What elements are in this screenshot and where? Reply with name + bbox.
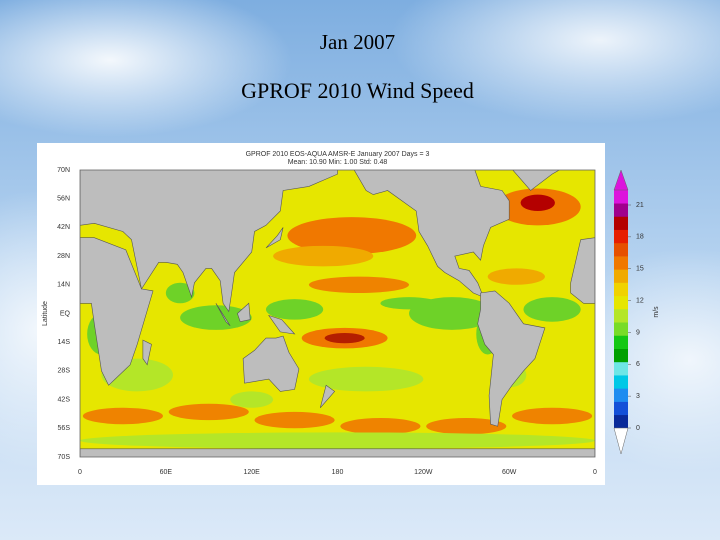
land [477, 290, 546, 427]
colorbar-top-arrow [613, 169, 629, 191]
lat-label: 28S [58, 368, 71, 375]
wind-region [82, 407, 163, 425]
colorbar-tick-label: 6 [636, 361, 640, 368]
colorbar-tick-label: 21 [636, 202, 644, 209]
land [80, 237, 154, 386]
colorbar-swatch [614, 375, 628, 389]
wind-region [287, 217, 417, 255]
wind-region [308, 366, 424, 392]
lat-label: 56S [58, 425, 71, 432]
lat-label: 28N [57, 253, 70, 260]
land [142, 339, 152, 366]
wind-region [180, 305, 252, 330]
land [80, 170, 338, 313]
lat-label: 14N [57, 282, 70, 289]
wind-region [426, 418, 507, 435]
lat-label: 42N [57, 224, 70, 231]
wind-region [520, 194, 555, 211]
colorbar-swatch [614, 203, 628, 217]
colorbar-tick-label: 18 [636, 234, 644, 241]
wind-region [254, 411, 335, 429]
colorbar-bottom-arrow [613, 427, 629, 455]
colorbar-swatch [614, 388, 628, 402]
colorbar-swatch [614, 401, 628, 416]
wind-region [324, 332, 365, 344]
wind-region [165, 282, 195, 304]
colorbar-swatch [614, 242, 628, 257]
wind-region [168, 403, 249, 421]
colorbar-tick-label: 12 [636, 297, 644, 304]
colorbar-swatch [614, 309, 628, 323]
lat-label: 42S [58, 396, 71, 403]
lat-label: 70N [57, 167, 70, 174]
lon-label: 0 [78, 469, 82, 476]
wind-field [80, 170, 595, 457]
lon-label: 120W [414, 469, 433, 476]
colorbar-swatch [614, 269, 628, 283]
colorbar-unit: m/s [653, 306, 660, 318]
y-axis-label: Latitude [42, 301, 49, 326]
lon-label: 60W [502, 469, 517, 476]
colorbar-swatch [614, 216, 628, 230]
land [570, 237, 595, 304]
lon-label: 60E [160, 469, 173, 476]
land [80, 448, 595, 457]
lat-label: 14S [58, 339, 71, 346]
colorbar-swatch [614, 348, 628, 363]
map-frame [79, 169, 596, 458]
lon-label: 0 [593, 469, 597, 476]
colorbar-tick-label: 3 [636, 393, 640, 400]
lat-label: EQ [60, 310, 71, 317]
wind-region [80, 432, 595, 449]
wind-region [523, 297, 581, 322]
colorbar-tick-label: 9 [636, 329, 640, 336]
colorbar-swatch [614, 414, 628, 429]
wind-region [512, 407, 593, 425]
colorbar-swatch [614, 190, 628, 204]
land [215, 303, 231, 327]
colorbar-tick-label: 15 [636, 266, 644, 273]
wind-region [308, 276, 410, 293]
slide-title: Jan 2007 [319, 30, 396, 54]
lat-label: 56N [57, 196, 70, 203]
colorbar-swatch [614, 361, 628, 376]
land [237, 302, 251, 323]
land [320, 384, 336, 408]
lon-label: 180 [332, 469, 344, 476]
wind-region [230, 391, 274, 408]
colorbar-swatch [614, 282, 628, 297]
land [265, 227, 284, 249]
colorbar-swatch [614, 295, 628, 310]
wind-region [265, 299, 324, 320]
map-header: Mean: 10.90 Min: 1.00 Std: 0.48 [288, 159, 388, 166]
wind-region [273, 245, 374, 267]
land [242, 335, 300, 392]
colorbar-swatch [614, 256, 628, 270]
lat-label: 70S [58, 454, 71, 461]
colorbar-swatch [614, 229, 628, 244]
slide-subtitle: GPROF 2010 Wind Speed [241, 78, 474, 103]
map-header: GPROF 2010 EOS-AQUA AMSR-E January 2007 … [246, 151, 430, 158]
colorbar-swatch [614, 335, 628, 349]
wind-region [487, 268, 545, 285]
lon-label: 120E [243, 469, 260, 476]
wind-region [380, 297, 438, 310]
land [512, 170, 560, 191]
colorbar-tick-label: 0 [636, 425, 640, 432]
wind-region [340, 418, 421, 435]
land [353, 170, 510, 298]
land [268, 314, 296, 335]
colorbar-swatch [614, 322, 628, 336]
